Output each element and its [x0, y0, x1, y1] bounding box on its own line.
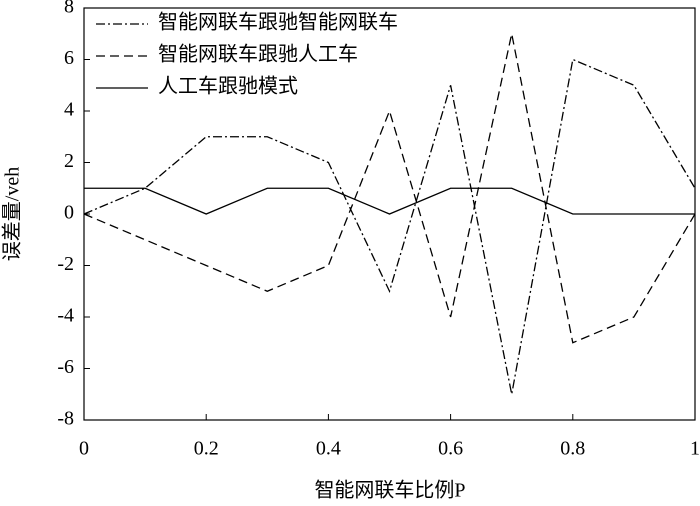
series-line: [83, 58, 696, 395]
x-tick-label: 0.4: [316, 438, 341, 460]
y-tick-label: -8: [57, 408, 74, 430]
y-tick-label: -6: [57, 356, 74, 378]
legend-label: 智能网联车跟驰人工车: [158, 43, 358, 66]
legend-label: 智能网联车跟驰智能网联车: [158, 11, 398, 34]
y-tick-label: -4: [57, 305, 74, 327]
y-tick-label: 2: [64, 150, 74, 172]
y-tick-label: 6: [64, 47, 74, 69]
y-tick-label: 0: [64, 202, 74, 224]
x-tick-label: 0: [79, 438, 89, 460]
legend-label: 人工车跟驰模式: [158, 75, 298, 98]
x-axis-label: 智能网联车比例P: [314, 479, 465, 502]
y-tick-label: -2: [57, 253, 74, 275]
series-line: [84, 187, 695, 215]
x-tick-label: 0.2: [194, 438, 219, 460]
x-tick-label: 1: [690, 438, 700, 460]
x-tick-label: 0.6: [438, 438, 463, 460]
x-tick-label: 0.8: [560, 438, 585, 460]
y-tick-label: 8: [64, 0, 74, 18]
y-axis-label: 误差量/veh: [1, 167, 24, 261]
y-tick-label: 4: [64, 99, 74, 121]
